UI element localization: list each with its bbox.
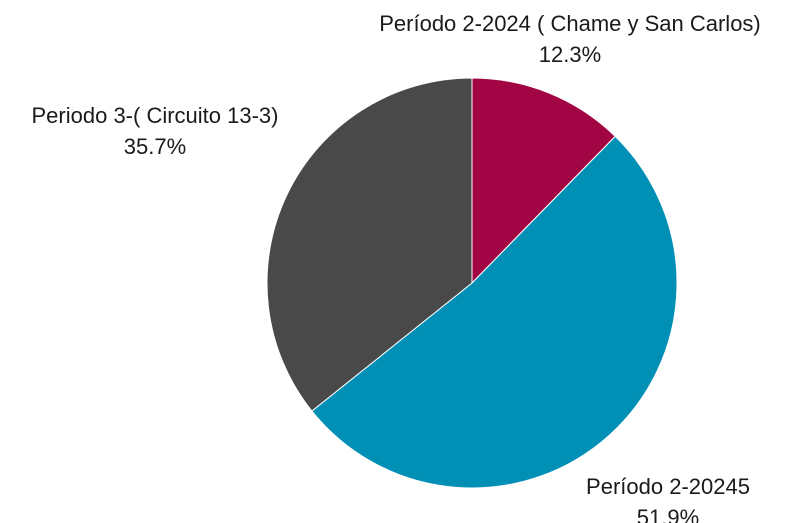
slice-label: Período 2-2024 ( Chame y San Carlos) bbox=[379, 11, 761, 36]
pie-slice bbox=[311, 135, 678, 489]
pie-slice bbox=[266, 77, 473, 412]
slice-label: Período 2-20245 bbox=[586, 474, 750, 499]
slice-value-label: 35.7% bbox=[124, 134, 186, 159]
slice-value-label: 51.9% bbox=[637, 505, 699, 523]
slice-value-label: 12.3% bbox=[539, 42, 601, 67]
pie-slice bbox=[471, 77, 616, 285]
slice-label: Periodo 3-( Circuito 13-3) bbox=[32, 103, 279, 128]
